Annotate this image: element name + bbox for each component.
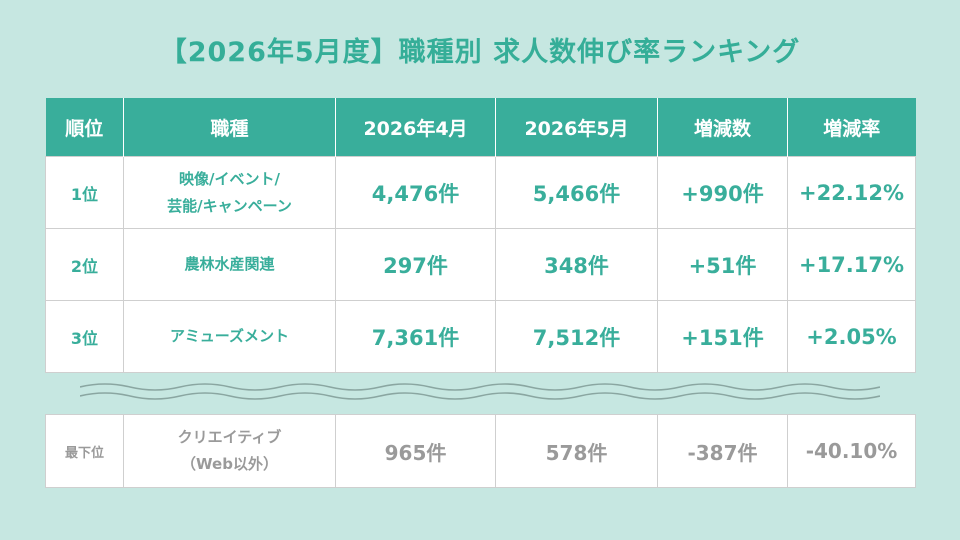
table-row: 1位 映像/イベント/ 芸能/キャンペーン 4,476件 5,466件 +990… [45, 156, 916, 229]
rank-cell: 最下位 [45, 414, 124, 488]
job-line: 映像/イベント/ [179, 169, 280, 188]
header-april: 2026年4月 [335, 98, 496, 157]
wave-line [80, 383, 880, 391]
rate-cell: -40.10% [787, 414, 916, 488]
rank-cell: 3位 [45, 300, 124, 373]
header-rate: 増減率 [787, 98, 916, 157]
job-line: クリエイティブ [177, 428, 282, 446]
april-cell: 7,361件 [335, 300, 496, 373]
header-job: 職種 [123, 98, 336, 157]
wave-line [80, 392, 880, 400]
diff-cell: +990件 [657, 156, 788, 229]
may-cell: 7,512件 [495, 300, 658, 373]
may-cell: 348件 [495, 228, 658, 301]
rate-cell: +17.17% [787, 228, 916, 301]
job-cell: アミューズメント [123, 300, 336, 373]
april-cell: 297件 [335, 228, 496, 301]
diff-cell: -387件 [657, 414, 788, 488]
bottom-ranking-table: 最下位 クリエイティブ （Web以外） 965件 578件 -387件 -40.… [45, 414, 916, 488]
job-line: （Web以外） [181, 455, 278, 473]
table-header-row: 順位 職種 2026年4月 2026年5月 増減数 増減率 [45, 98, 916, 157]
table-row: 3位 アミューズメント 7,361件 7,512件 +151件 +2.05% [45, 300, 916, 373]
wave-divider [80, 383, 880, 400]
header-rank: 順位 [45, 98, 124, 157]
header-may: 2026年5月 [495, 98, 658, 157]
rank-cell: 2位 [45, 228, 124, 301]
diff-cell: +151件 [657, 300, 788, 373]
diff-cell: +51件 [657, 228, 788, 301]
job-line: 芸能/キャンペーン [167, 196, 292, 215]
rank-cell: 1位 [45, 156, 124, 229]
april-cell: 965件 [335, 414, 496, 488]
may-cell: 5,466件 [495, 156, 658, 229]
ranking-table: 順位 職種 2026年4月 2026年5月 増減数 増減率 1位 映像/イベント… [45, 98, 916, 373]
job-cell: 映像/イベント/ 芸能/キャンペーン [123, 156, 336, 229]
may-cell: 578件 [495, 414, 658, 488]
rate-cell: +2.05% [787, 300, 916, 373]
header-diff: 増減数 [657, 98, 788, 157]
table-row: 最下位 クリエイティブ （Web以外） 965件 578件 -387件 -40.… [45, 414, 916, 488]
page-title: 【2026年5月度】職種別 求人数伸び率ランキング [159, 37, 801, 68]
table-row: 2位 農林水産関連 297件 348件 +51件 +17.17% [45, 228, 916, 301]
april-cell: 4,476件 [335, 156, 496, 229]
job-cell: クリエイティブ （Web以外） [123, 414, 336, 488]
rate-cell: +22.12% [787, 156, 916, 229]
job-cell: 農林水産関連 [123, 228, 336, 301]
